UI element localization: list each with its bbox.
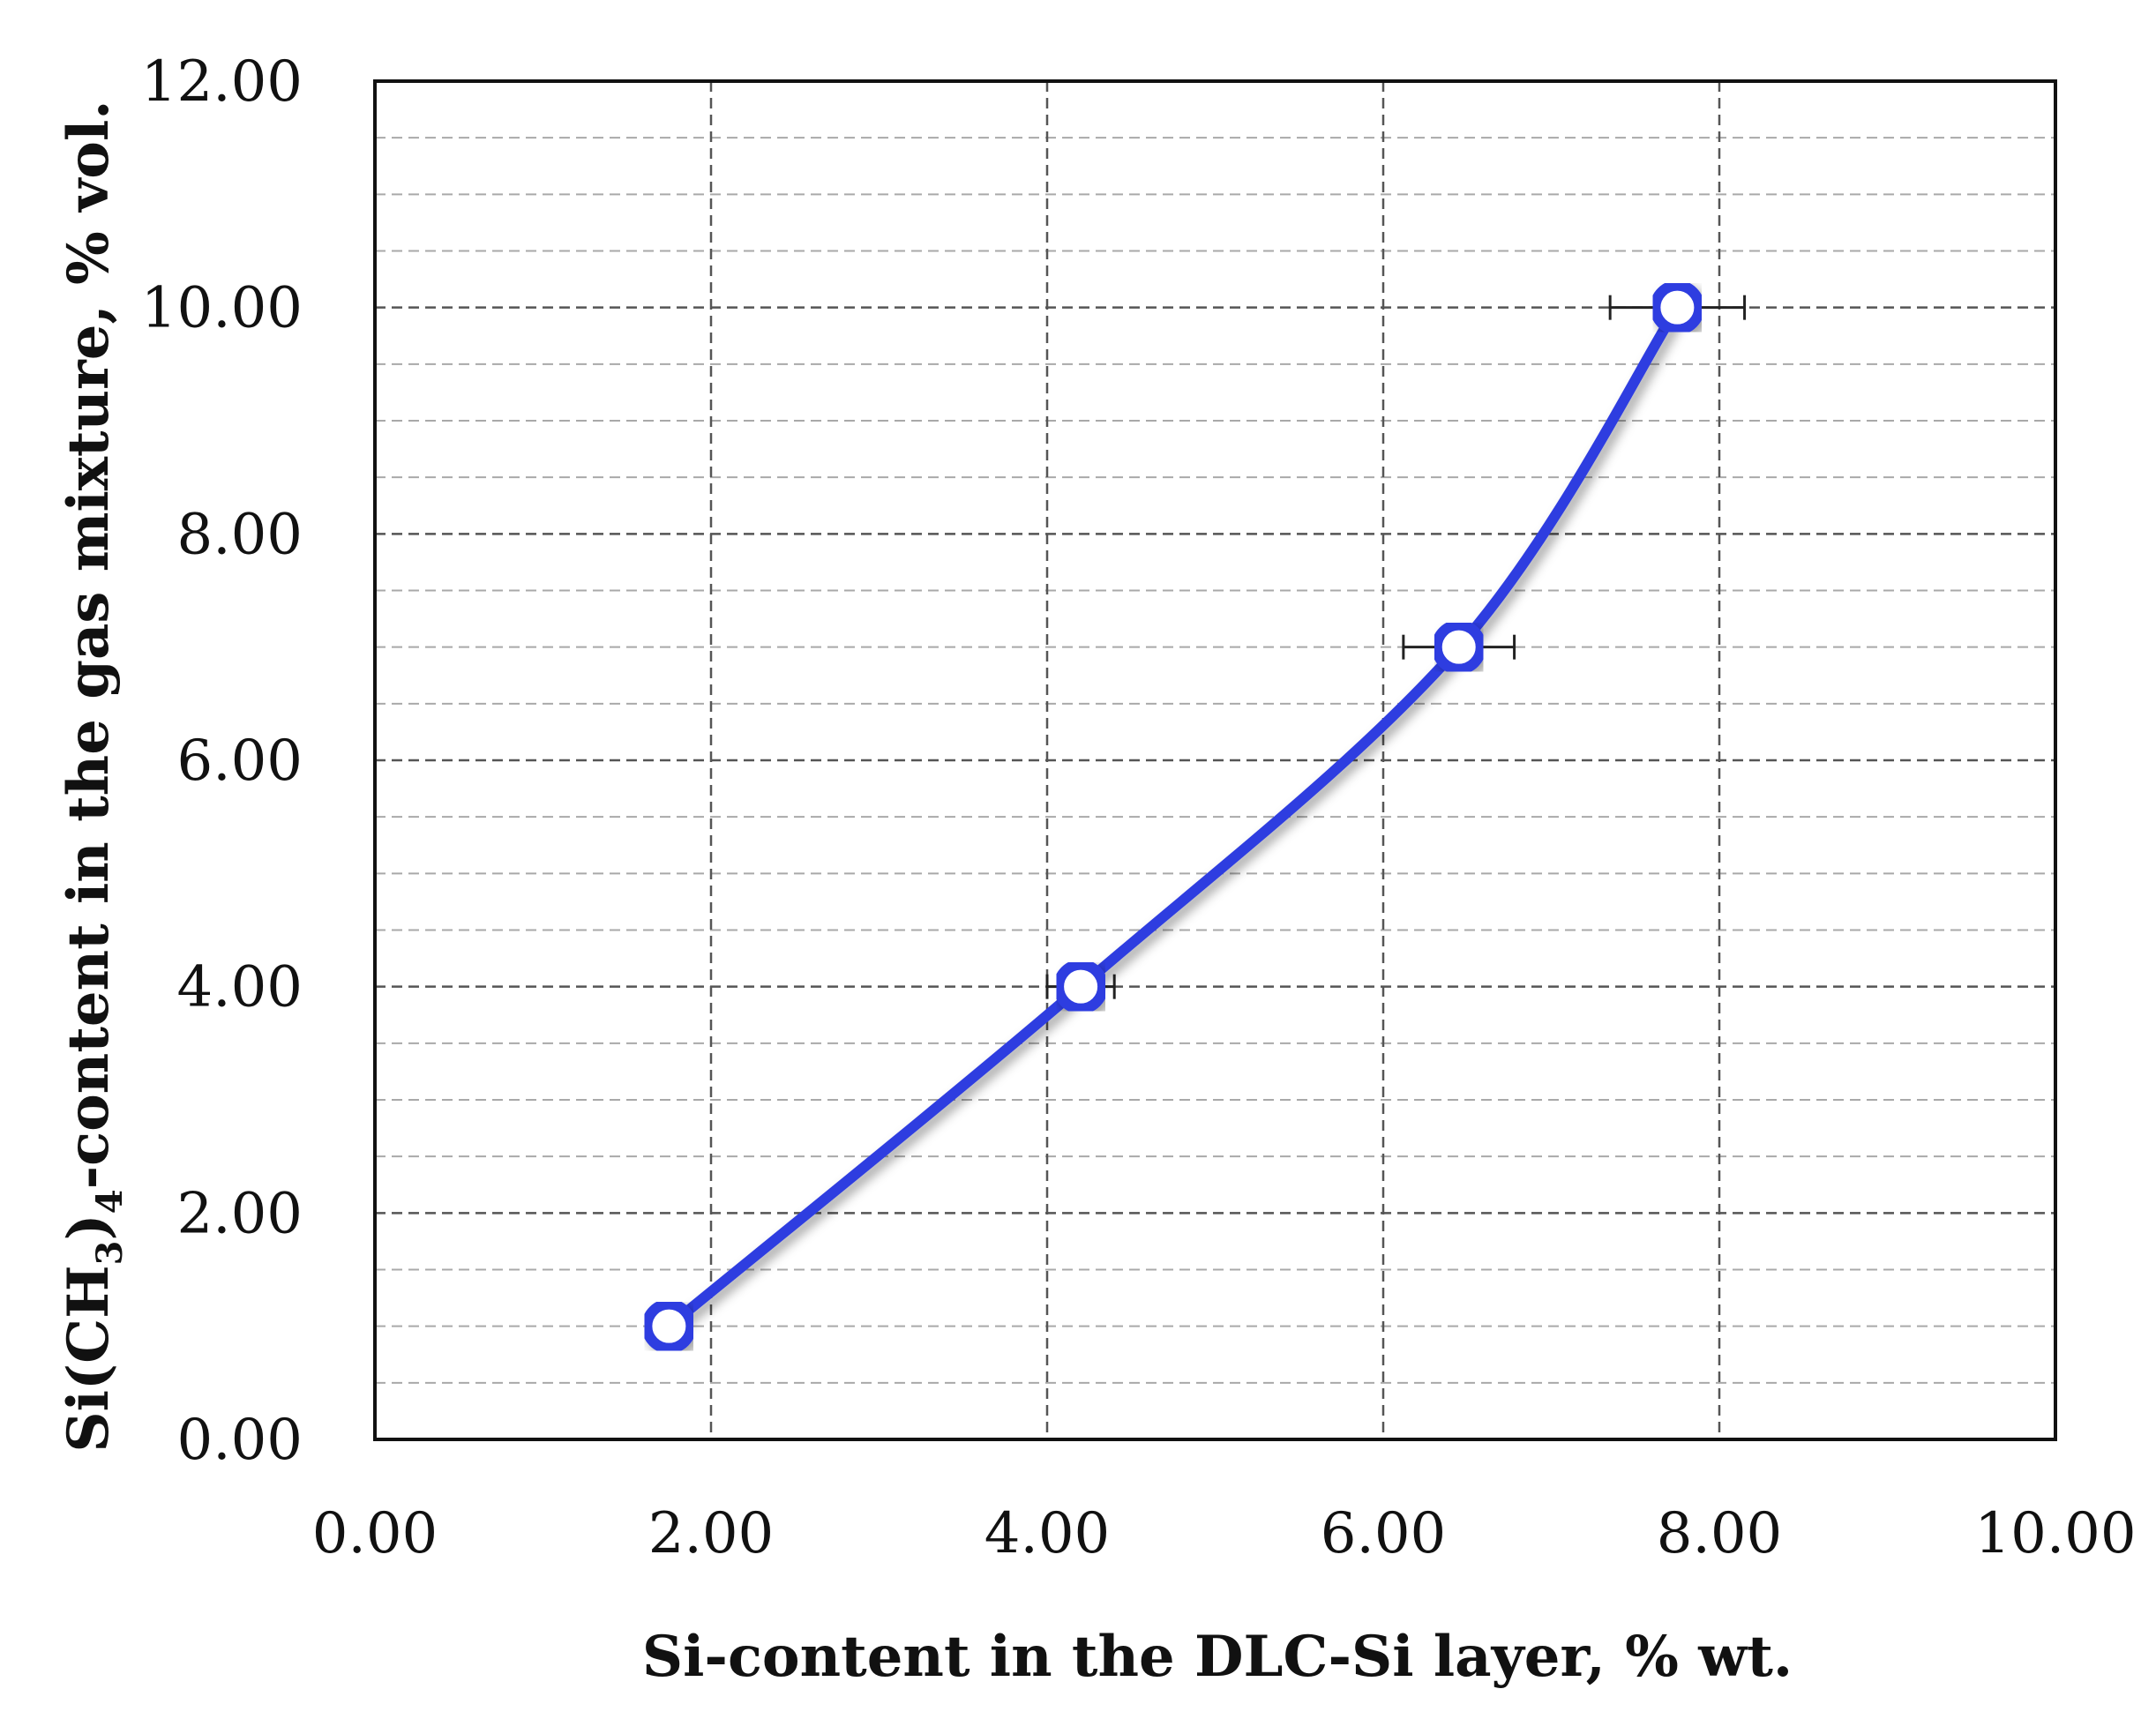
y-tick-label: 0.00 (177, 1408, 303, 1473)
x-tick-label: 0.00 (312, 1501, 438, 1566)
data-point (641, 1298, 697, 1354)
x-tick-label: 4.00 (984, 1501, 1111, 1566)
y-tick-label: 4.00 (177, 955, 303, 1020)
series-line (663, 302, 1683, 1332)
grid (375, 81, 2055, 1439)
y-axis-title: Si(CH3)4-content in the gas mixture, % v… (56, 100, 131, 1452)
x-tick-label: 2.00 (648, 1501, 775, 1566)
x-tick-labels: 0.00 2.00 4.00 6.00 8.00 10.00 (312, 1501, 2137, 1566)
x-tick-label: 8.00 (1657, 1501, 1783, 1566)
data-point (1650, 280, 1705, 335)
data-markers (641, 280, 1705, 1354)
x-tick-label: 10.00 (1974, 1501, 2136, 1566)
plot-frame (373, 79, 2057, 1441)
y-tick-label: 8.00 (177, 502, 303, 567)
y-tick-label: 10.00 (141, 276, 303, 341)
y-tick-label: 6.00 (177, 729, 303, 794)
data-point (1053, 959, 1109, 1014)
y-tick-label: 2.00 (177, 1181, 303, 1246)
x-tick-label: 6.00 (1321, 1501, 1447, 1566)
data-point (1431, 619, 1486, 675)
y-tick-label: 12.00 (141, 49, 303, 115)
y-tick-labels: 0.00 2.00 4.00 6.00 8.00 10.00 12.00 (141, 49, 303, 1473)
x-axis-title: Si-content in the DLC-Si layer, % wt. (642, 1624, 1793, 1690)
